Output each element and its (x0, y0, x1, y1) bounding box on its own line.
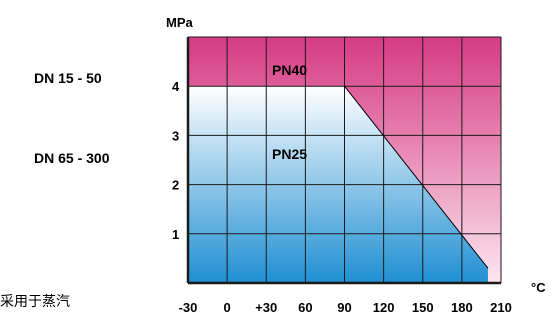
x-tick-label: +30 (255, 300, 277, 315)
y-tick-label: 4 (172, 79, 180, 94)
y-tick-labels: 1 2 3 4 (172, 79, 180, 242)
y-tick-label: 1 (172, 227, 179, 242)
y-tick-label: 3 (172, 128, 179, 143)
x-axis-unit: °C (531, 280, 546, 295)
x-tick-label: 210 (490, 300, 512, 315)
footer-note: 采用于蒸汽 (0, 294, 70, 310)
side-label-dn-15-50: DN 15 - 50 (34, 70, 102, 86)
x-tick-label: 60 (298, 300, 312, 315)
y-tick-label: 2 (172, 178, 179, 193)
x-tick-label: 150 (412, 300, 434, 315)
x-tick-labels: -30 0 +30 60 90 120 150 180 210 (179, 300, 512, 315)
pn25-boundary-line (344, 85, 489, 269)
side-label-dn-65-300: DN 65 - 300 (34, 150, 110, 166)
x-tick-label: 90 (337, 300, 351, 315)
y-axis-label: MPa (166, 15, 194, 30)
x-tick-label: 120 (373, 300, 395, 315)
series-label-pn25: PN25 (272, 146, 307, 162)
series-label-pn40: PN40 (272, 62, 307, 78)
x-tick-label: 180 (451, 300, 473, 315)
x-tick-label: 0 (224, 300, 231, 315)
grid (186, 36, 502, 285)
x-tick-label: -30 (179, 300, 198, 315)
